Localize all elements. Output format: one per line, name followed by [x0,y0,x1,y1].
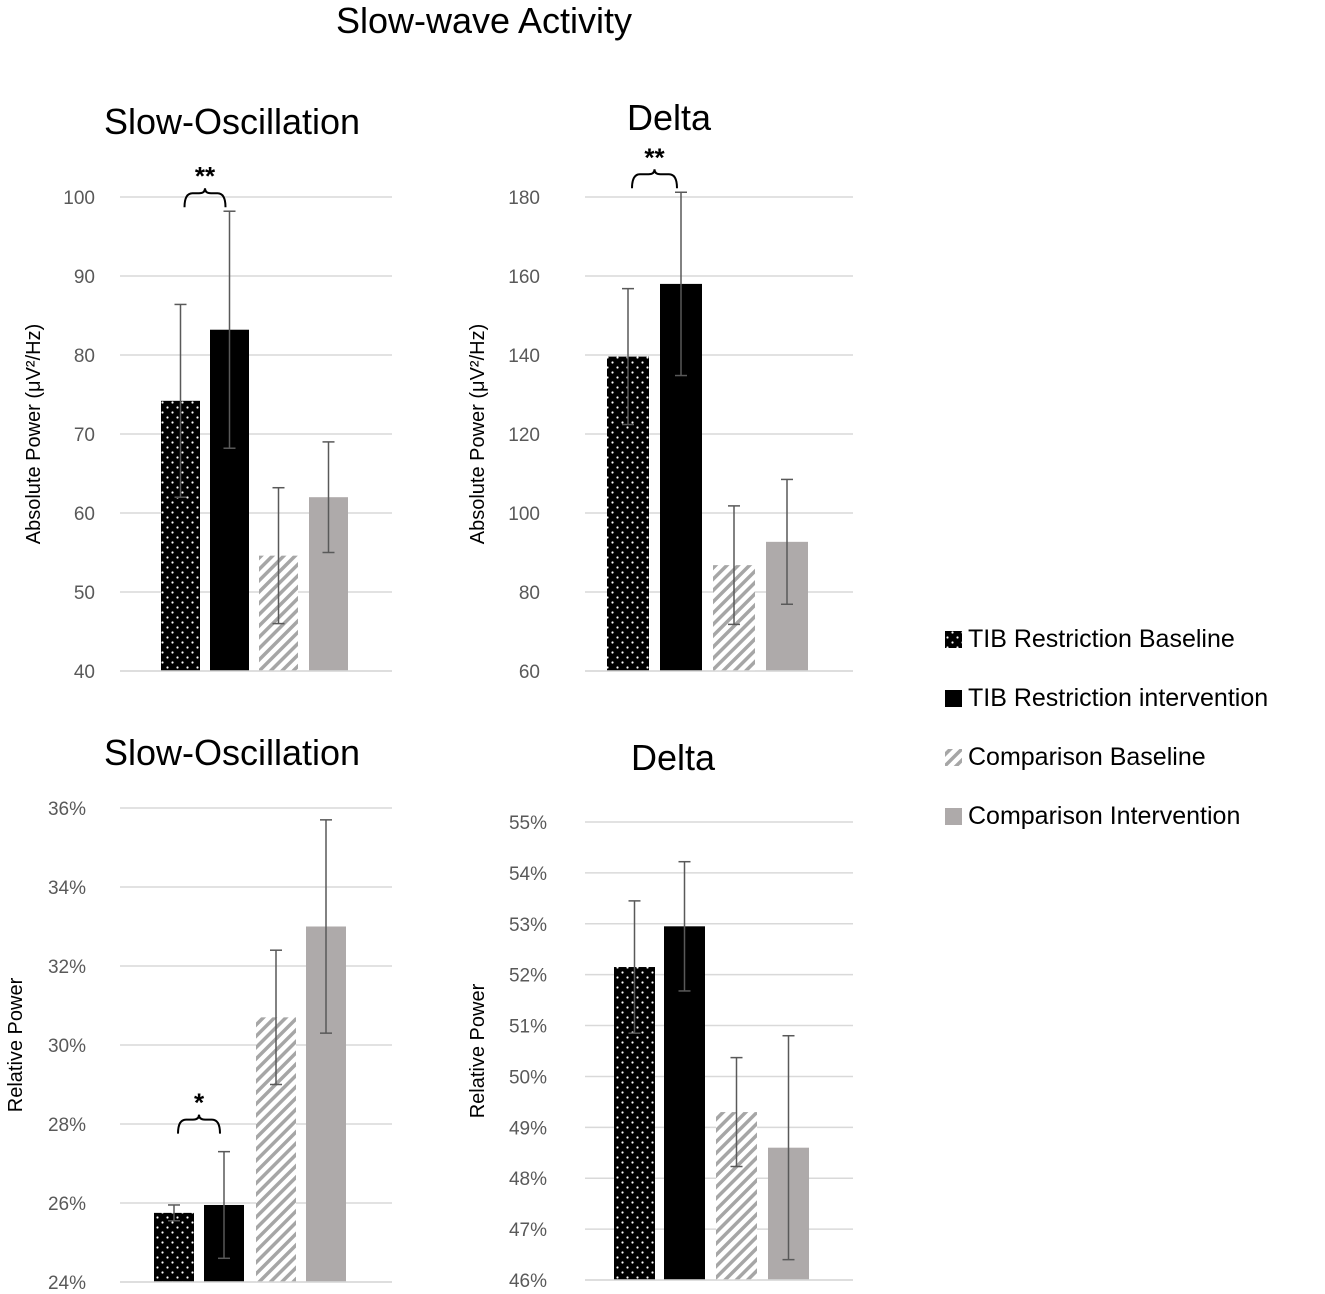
significance-label: ** [644,142,665,172]
y-tick-label: 30% [48,1036,86,1057]
legend-swatch-gray [945,808,962,825]
charts-group: Slow-Oscillation 40 50 60 70 80 90 100 Absolute … [5,97,853,1294]
y-tick-label: 48% [509,1169,547,1190]
y-tick-label: 51% [509,1017,547,1038]
y-tick-label: 180 [508,188,540,209]
legend-label: TIB Restriction intervention [968,684,1268,712]
significance-bracket [183,188,227,208]
chart-panel-3: Slow-Oscillation 24% 26% 28% 30% 32% 34% 36% Rel… [5,732,392,1294]
legend-item: Comparison Baseline [945,743,1206,771]
chart-title: Delta [627,97,712,138]
y-tick-label: 90 [74,267,95,288]
y-tick-label: 47% [509,1220,547,1241]
y-tick-label: 49% [509,1118,547,1139]
y-axis-label: Relative Power [467,983,489,1118]
y-tick-label: 28% [48,1115,86,1136]
y-tick-label: 70 [74,425,95,446]
legend-swatch-dots [945,631,962,648]
y-tick-label: 100 [63,188,95,209]
chart-title: Slow-Oscillation [104,101,360,142]
figure-title: Slow-wave Activity [336,0,632,41]
y-tick-label: 160 [508,267,540,288]
y-tick-label: 46% [509,1271,547,1292]
y-tick-label: 80 [74,346,95,367]
legend-label: TIB Restriction Baseline [968,625,1235,653]
y-tick-label: 60 [519,662,540,683]
y-tick-label: 60 [74,504,95,525]
y-tick-label: 80 [519,583,540,604]
y-tick-label: 36% [48,799,86,820]
significance-label: ** [195,161,216,191]
chart-panel-4: Delta 46% 47% 48% 49% 50% 51% 52% 53% 54% 55% Relat… [467,737,853,1292]
chart-panel-1: Slow-Oscillation 40 50 60 70 80 90 100 Absolute … [23,101,392,683]
legend-item: TIB Restriction intervention [945,684,1268,712]
y-tick-label: 120 [508,425,540,446]
y-axis-label: Relative Power [5,977,27,1112]
y-tick-label: 54% [509,864,547,885]
y-tick-label: 32% [48,957,86,978]
chart-panel-2: Delta 60 80 100 120 140 160 180 Absolute Power (… [467,97,853,683]
bar [154,1212,194,1282]
significance-bracket [631,169,678,189]
legend-label: Comparison Baseline [968,743,1206,771]
significance-bracket [177,1114,221,1134]
y-tick-label: 52% [509,966,547,987]
y-tick-label: 55% [509,813,547,834]
y-tick-label: 100 [508,504,540,525]
y-axis-label: Absolute Power (μV²/Hz) [467,324,489,544]
y-tick-label: 50% [509,1067,547,1088]
legend-swatch-black [945,690,962,707]
y-tick-label: 53% [509,915,547,936]
y-tick-label: 40 [74,662,95,683]
y-tick-label: 140 [508,346,540,367]
y-tick-label: 34% [48,878,86,899]
legend-item: TIB Restriction Baseline [945,625,1235,653]
chart-title: Slow-Oscillation [104,732,360,773]
legend-label: Comparison Intervention [968,802,1240,830]
y-axis-label: Absolute Power (μV²/Hz) [23,324,45,544]
y-tick-label: 50 [74,583,95,604]
y-tick-label: 24% [48,1273,86,1294]
chart-title: Delta [631,737,716,778]
significance-label: * [194,1088,205,1118]
legend: TIB Restriction Baseline TIB Restriction… [945,625,1268,830]
legend-swatch-hatch [945,749,962,766]
y-tick-label: 26% [48,1194,86,1215]
legend-item: Comparison Intervention [945,802,1240,830]
